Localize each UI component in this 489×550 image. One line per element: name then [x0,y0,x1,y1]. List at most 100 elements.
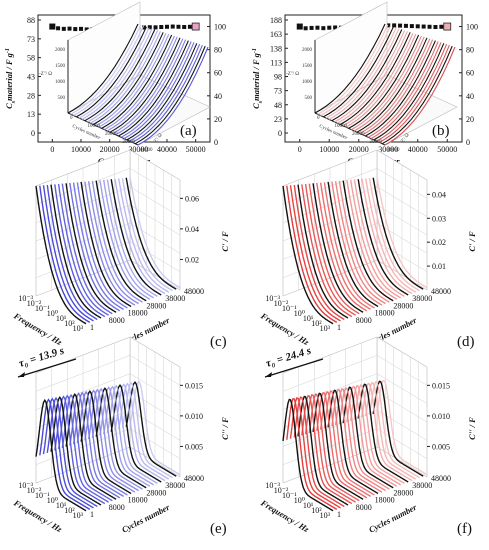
surface-curve [42,185,94,322]
freq-tick-label: 10⁻² [27,299,42,308]
y2-tick-label: 60 [466,69,474,78]
y2-tick-label: 20 [466,115,474,124]
data-point [67,26,72,31]
x-tick-label: 0 [298,145,302,154]
data-point [315,25,320,30]
tau-arrow [17,358,77,378]
inset-z-tick: 1500 [302,64,313,69]
inset-curve [115,39,187,136]
cycle-tick-label: 8000 [356,503,372,512]
surface-curve [357,383,409,483]
surface-curve [361,178,413,295]
surface-curve [346,385,398,487]
inset-curve [384,46,456,146]
data-point [142,25,147,30]
cycle-tick-label: 38000 [412,481,432,490]
inset-curve [132,44,203,143]
z-tick-label: 0.005 [185,442,203,451]
freq-tick-label: 10² [311,506,322,515]
surface-curve [72,182,124,310]
z-tick-label: 0.005 [432,442,450,451]
surface-curve [87,388,139,492]
surface-curve [57,394,109,503]
inset-3d-nyquist: 500100015002000010000200003000040000-Z''… [286,1,458,153]
freq-tick-label: 10¹ [303,314,314,323]
inset-curve [359,38,431,134]
z-axis-label: C' / F [467,231,477,252]
surface-curve [319,182,371,310]
data-point [398,23,403,28]
cycle-tick-label: 1 [337,323,341,332]
y-tick-label: 43 [27,73,35,82]
cycle-axis-label: Cycles number [120,502,172,535]
surface-curve [293,396,345,508]
cycle-tick-label: 28000 [146,488,166,497]
surface-curve [368,381,420,479]
inset-curve [81,28,153,120]
inset-c-tick: 20000 [105,132,118,137]
data-point [296,23,303,30]
tau-arrow [264,358,324,378]
inset-curve [367,41,439,138]
inset-curve [320,25,392,117]
surface-curve [114,383,166,482]
y-tick-label: 98 [274,73,282,82]
surface-curve [342,180,394,302]
inset-curve [362,39,434,136]
data-point [433,25,438,30]
surface-curve [110,179,162,296]
inset-z-tick: 1000 [55,80,66,85]
data-point [409,24,414,29]
cycle-tick-label: 28000 [393,301,413,310]
surface-curve [293,184,345,321]
freq-tick-label: 10⁻¹ [282,304,297,313]
y2-tick-label: 80 [214,46,222,55]
surface-curve [57,183,109,316]
y-label-rest: material / F g [251,52,261,101]
inset-curve [342,32,414,127]
y2-tick-label: 100 [466,23,478,32]
y-tick-label: 73 [27,35,35,44]
surface-curve [95,180,147,302]
surface-curve [327,181,379,308]
z-tick-label: 0.03 [432,214,446,223]
inset-curve [339,32,411,125]
freq-tick-label: 10⁻³ [18,294,33,303]
surface-curve [114,178,166,295]
inset-c-tick: 0 [317,116,320,121]
tau-arrow-head [265,372,272,377]
data-point [333,25,338,30]
surface-curve [312,392,364,500]
x-tick-label: 50000 [437,145,457,154]
inset-curve [348,34,420,129]
surface-curve [103,179,155,299]
data-point [386,23,391,28]
data-point [147,25,152,30]
y-tick-label: 188 [270,16,282,25]
surface-curve [50,395,102,506]
surface-curve [286,185,338,323]
cycle-tick-label: 18000 [375,309,395,318]
panel-d: 0.010.020.030.04C' / F180001800028000380… [258,149,477,350]
surface-curve [376,379,428,476]
surface-curve [297,395,349,506]
freq-tick-label: 10⁰ [47,496,58,505]
y-tick-label: 48 [274,101,282,110]
freq-tick-label: 10¹ [56,501,67,510]
inset-curve [376,43,448,142]
x-tick-label: 50000 [186,145,206,154]
surface-curve [61,393,113,502]
z-axis-label: C'' / F [467,417,477,440]
inset-z-tick: 1000 [302,80,313,85]
z-tick-label: 0.04 [432,190,446,199]
surface-curve [121,178,173,292]
inset-curve [84,29,156,122]
surface-curve [76,390,128,496]
inset-curve [123,42,195,140]
x-tick-label: 20000 [349,145,369,154]
inset-curve [345,33,417,128]
panel-label: (e) [210,521,227,537]
inset-curve [328,28,400,120]
y-tick-label: 28 [27,91,35,100]
surface-curve [72,391,124,497]
